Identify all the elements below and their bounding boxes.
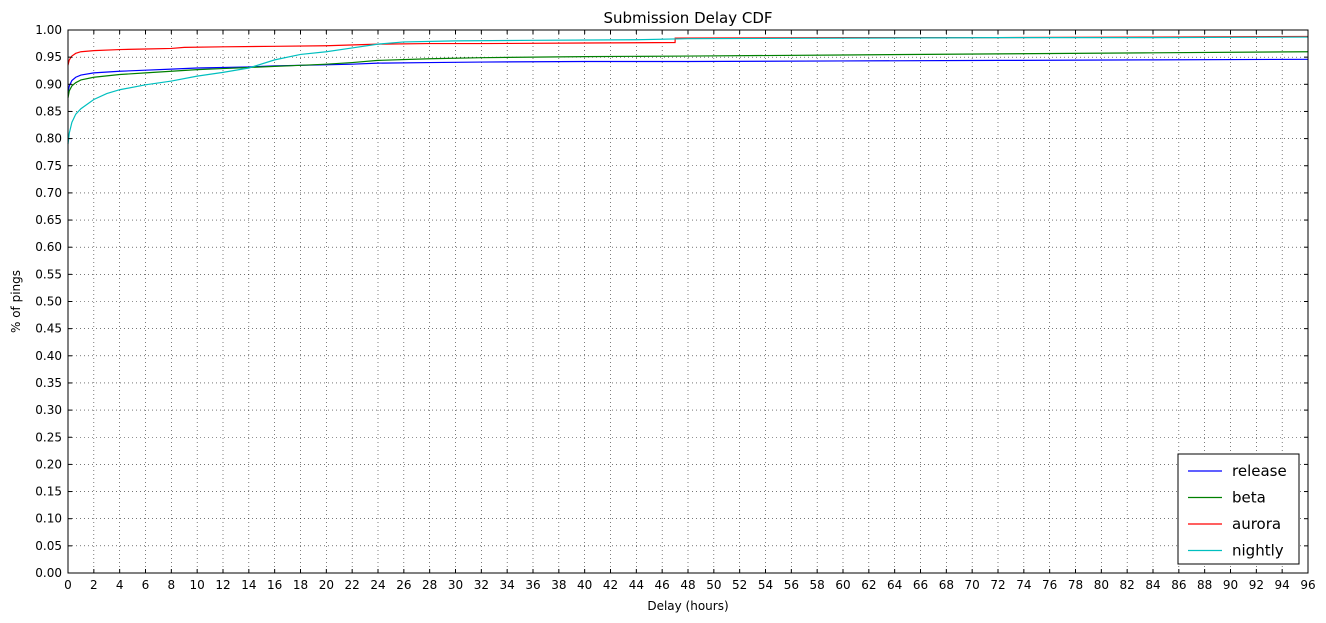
x-tick-label: 78 [1068, 578, 1083, 592]
y-tick-label: 0.25 [35, 430, 62, 444]
x-tick-label: 66 [913, 578, 928, 592]
y-tick-label: 0.50 [35, 295, 62, 309]
x-tick-label: 36 [525, 578, 540, 592]
y-tick-label: 0.55 [35, 267, 62, 281]
x-tick-label: 94 [1275, 578, 1290, 592]
x-tick-label: 6 [142, 578, 150, 592]
x-tick-label: 40 [577, 578, 592, 592]
legend-box [1177, 453, 1300, 565]
x-tick-label: 12 [215, 578, 230, 592]
y-tick-label: 0.70 [35, 186, 62, 200]
legend-label-release: release [1232, 462, 1287, 480]
legend-label-beta: beta [1232, 489, 1266, 507]
y-tick-label: 0.30 [35, 403, 62, 417]
x-tick-label: 4 [116, 578, 124, 592]
y-tick-label: 0.15 [35, 485, 62, 499]
y-axis-title: % of pings [9, 270, 23, 333]
legend: release beta aurora nightly [1177, 453, 1300, 565]
x-tick-label: 96 [1300, 578, 1315, 592]
y-tick-label: 1.00 [35, 23, 62, 37]
x-tick-label: 8 [168, 578, 176, 592]
x-tick-label: 42 [603, 578, 618, 592]
x-tick-label: 48 [680, 578, 695, 592]
y-tick-label: 0.95 [35, 50, 62, 64]
series-line-release [67, 58, 1309, 93]
y-tick-label: 0.10 [35, 512, 62, 526]
series-line-beta [67, 51, 1309, 98]
x-tick-label: 50 [706, 578, 721, 592]
y-tick-label: 0.90 [35, 77, 62, 91]
x-tick-label: 20 [319, 578, 334, 592]
x-tick-label: 26 [396, 578, 411, 592]
y-tick-label: 0.85 [35, 104, 62, 118]
x-tick-label: 90 [1223, 578, 1238, 592]
x-tick-label: 38 [551, 578, 566, 592]
y-axis-ticks: 0.00 0.05 0.10 0.15 0.20 0.25 0.30 0.35 0.40 0.45… [35, 23, 1308, 580]
x-tick-label: 24 [370, 578, 385, 592]
y-tick-label: 0.35 [35, 376, 62, 390]
x-tick-label: 44 [629, 578, 644, 592]
x-axis-title: Delay (hours) [647, 599, 728, 613]
x-tick-label: 0 [64, 578, 72, 592]
x-tick-label: 92 [1249, 578, 1264, 592]
x-tick-label: 34 [500, 578, 515, 592]
y-tick-label: 0.20 [35, 457, 62, 471]
legend-label-nightly: nightly [1232, 542, 1284, 560]
x-tick-label: 62 [861, 578, 876, 592]
y-tick-label: 0.05 [35, 539, 62, 553]
x-tick-label: 52 [732, 578, 747, 592]
y-tick-label: 0.40 [35, 349, 62, 363]
x-tick-label: 60 [835, 578, 850, 592]
x-tick-label: 16 [267, 578, 282, 592]
y-tick-label: 0.65 [35, 213, 62, 227]
x-tick-label: 18 [293, 578, 308, 592]
x-tick-label: 2 [90, 578, 98, 592]
x-tick-label: 68 [939, 578, 954, 592]
x-axis-ticks: 0 2 4 6 8 10 12 14 16 18 20 22 24 26 28 30 32 34 36 38 40 42 4… [64, 30, 1316, 592]
x-tick-label: 56 [784, 578, 799, 592]
x-tick-label: 22 [345, 578, 360, 592]
x-tick-label: 30 [448, 578, 463, 592]
x-tick-label: 64 [887, 578, 902, 592]
x-tick-label: 82 [1120, 578, 1135, 592]
x-tick-label: 80 [1094, 578, 1109, 592]
x-tick-label: 76 [1042, 578, 1057, 592]
y-tick-label: 0.60 [35, 240, 62, 254]
x-tick-label: 14 [241, 578, 256, 592]
x-tick-label: 86 [1171, 578, 1186, 592]
x-tick-label: 88 [1197, 578, 1212, 592]
x-tick-label: 74 [1016, 578, 1031, 592]
x-tick-label: 54 [758, 578, 773, 592]
x-tick-label: 28 [422, 578, 437, 592]
x-tick-label: 72 [990, 578, 1005, 592]
y-tick-label: 0.75 [35, 159, 62, 173]
x-tick-label: 58 [810, 578, 825, 592]
x-tick-label: 10 [190, 578, 205, 592]
chart-title: Submission Delay CDF [603, 9, 772, 27]
y-tick-label: 0.80 [35, 132, 62, 146]
legend-label-aurora: aurora [1232, 515, 1281, 533]
grid-lines [68, 30, 1308, 573]
x-tick-label: 32 [474, 578, 489, 592]
x-tick-label: 46 [655, 578, 670, 592]
x-tick-label: 70 [965, 578, 980, 592]
y-tick-label: 0.00 [35, 566, 62, 580]
y-tick-label: 0.45 [35, 322, 62, 336]
series-lines [67, 35, 1309, 145]
x-tick-label: 84 [1145, 578, 1160, 592]
series-line-nightly [67, 36, 1309, 145]
